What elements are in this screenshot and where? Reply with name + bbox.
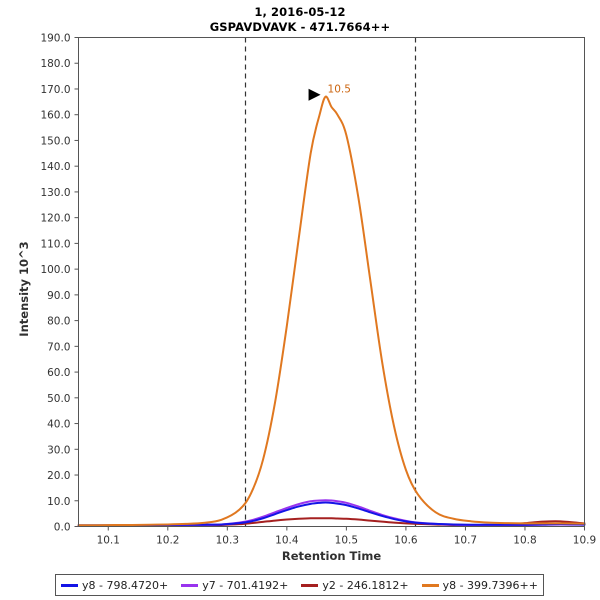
y-tick-label: 20.0 bbox=[47, 470, 70, 482]
y-tick-label: 130.0 bbox=[40, 187, 70, 199]
y-tick-label: 30.0 bbox=[47, 444, 70, 456]
x-tick-label: 10.1 bbox=[97, 535, 120, 547]
x-tick-labels: 10.1 10.2 10.3 10.4 10.5 10.6 10.7 10.8 10.9 bbox=[97, 535, 597, 547]
series-line bbox=[77, 499, 586, 527]
legend-label: y8 - 798.4720+ bbox=[82, 578, 169, 592]
peak-apex-annotation: 10.5 bbox=[308, 84, 351, 101]
series-line bbox=[77, 95, 586, 527]
integration-boundary-lines bbox=[244, 37, 417, 527]
plot-frame bbox=[78, 37, 585, 527]
series-curves bbox=[77, 95, 586, 527]
y-tick-label: 180.0 bbox=[40, 58, 70, 70]
y-tick-label: 90.0 bbox=[47, 290, 70, 302]
legend-entry[interactable]: y8 - 798.4720+ bbox=[61, 579, 168, 592]
legend: y8 - 798.4720+ y7 - 701.4192+ y2 - 246.181… bbox=[55, 574, 544, 596]
y-tick-label: 110.0 bbox=[40, 238, 70, 250]
x-tick-label: 10.5 bbox=[335, 535, 358, 547]
left-triangle-marker-icon bbox=[308, 88, 321, 101]
x-tick-label: 10.2 bbox=[156, 535, 179, 547]
y-tick-label: 140.0 bbox=[40, 161, 70, 173]
series-line bbox=[77, 501, 586, 527]
x-tick-label: 10.9 bbox=[573, 535, 596, 547]
y-tick-label: 70.0 bbox=[47, 341, 70, 353]
legend-label: y8 - 399.7396++ bbox=[442, 578, 538, 592]
legend-entry[interactable]: y8 - 399.7396++ bbox=[421, 578, 538, 592]
legend-color-swatch bbox=[181, 583, 199, 587]
y-tick-label: 150.0 bbox=[40, 135, 70, 147]
y-tick-label: 100.0 bbox=[40, 264, 70, 276]
legend-color-swatch bbox=[301, 583, 319, 587]
x-tick-label: 10.7 bbox=[454, 535, 477, 547]
y-axis-label: Intensity 10^3 bbox=[17, 241, 31, 337]
legend-color-swatch bbox=[421, 583, 439, 587]
legend-entry[interactable]: y7 - 701.4192+ bbox=[181, 579, 288, 592]
x-tick-label: 10.4 bbox=[275, 535, 299, 547]
y-tick-label: 50.0 bbox=[47, 393, 70, 405]
y-tick-label: 40.0 bbox=[47, 419, 70, 431]
y-tick-labels: 0.0 10.0 20.0 30.0 40.0 50.0 60.0 70.0 80.0 90.0 1… bbox=[40, 33, 70, 534]
legend-color-swatch bbox=[61, 583, 79, 587]
x-tick-marks bbox=[107, 526, 585, 531]
x-tick-label: 10.8 bbox=[513, 535, 536, 547]
y-tick-label: 160.0 bbox=[40, 110, 70, 122]
x-tick-label: 10.6 bbox=[394, 535, 418, 547]
y-tick-label: 10.0 bbox=[47, 496, 70, 508]
y-tick-label: 170.0 bbox=[40, 84, 70, 96]
y-tick-label: 190.0 bbox=[40, 33, 70, 45]
y-tick-label: 0.0 bbox=[54, 522, 71, 534]
y-tick-label: 120.0 bbox=[40, 213, 70, 225]
x-axis-label: Retention Time bbox=[281, 549, 382, 563]
legend-entry[interactable]: y2 - 246.1812+ bbox=[301, 578, 409, 592]
x-tick-label: 10.3 bbox=[216, 535, 239, 547]
peak-apex-label: 10.5 bbox=[328, 84, 351, 96]
legend-label: y2 - 246.1812+ bbox=[322, 578, 409, 592]
y-tick-label: 60.0 bbox=[47, 367, 70, 379]
y-tick-marks bbox=[74, 37, 79, 527]
legend-label: y7 - 701.4192+ bbox=[202, 578, 289, 592]
y-tick-label: 80.0 bbox=[47, 316, 70, 328]
